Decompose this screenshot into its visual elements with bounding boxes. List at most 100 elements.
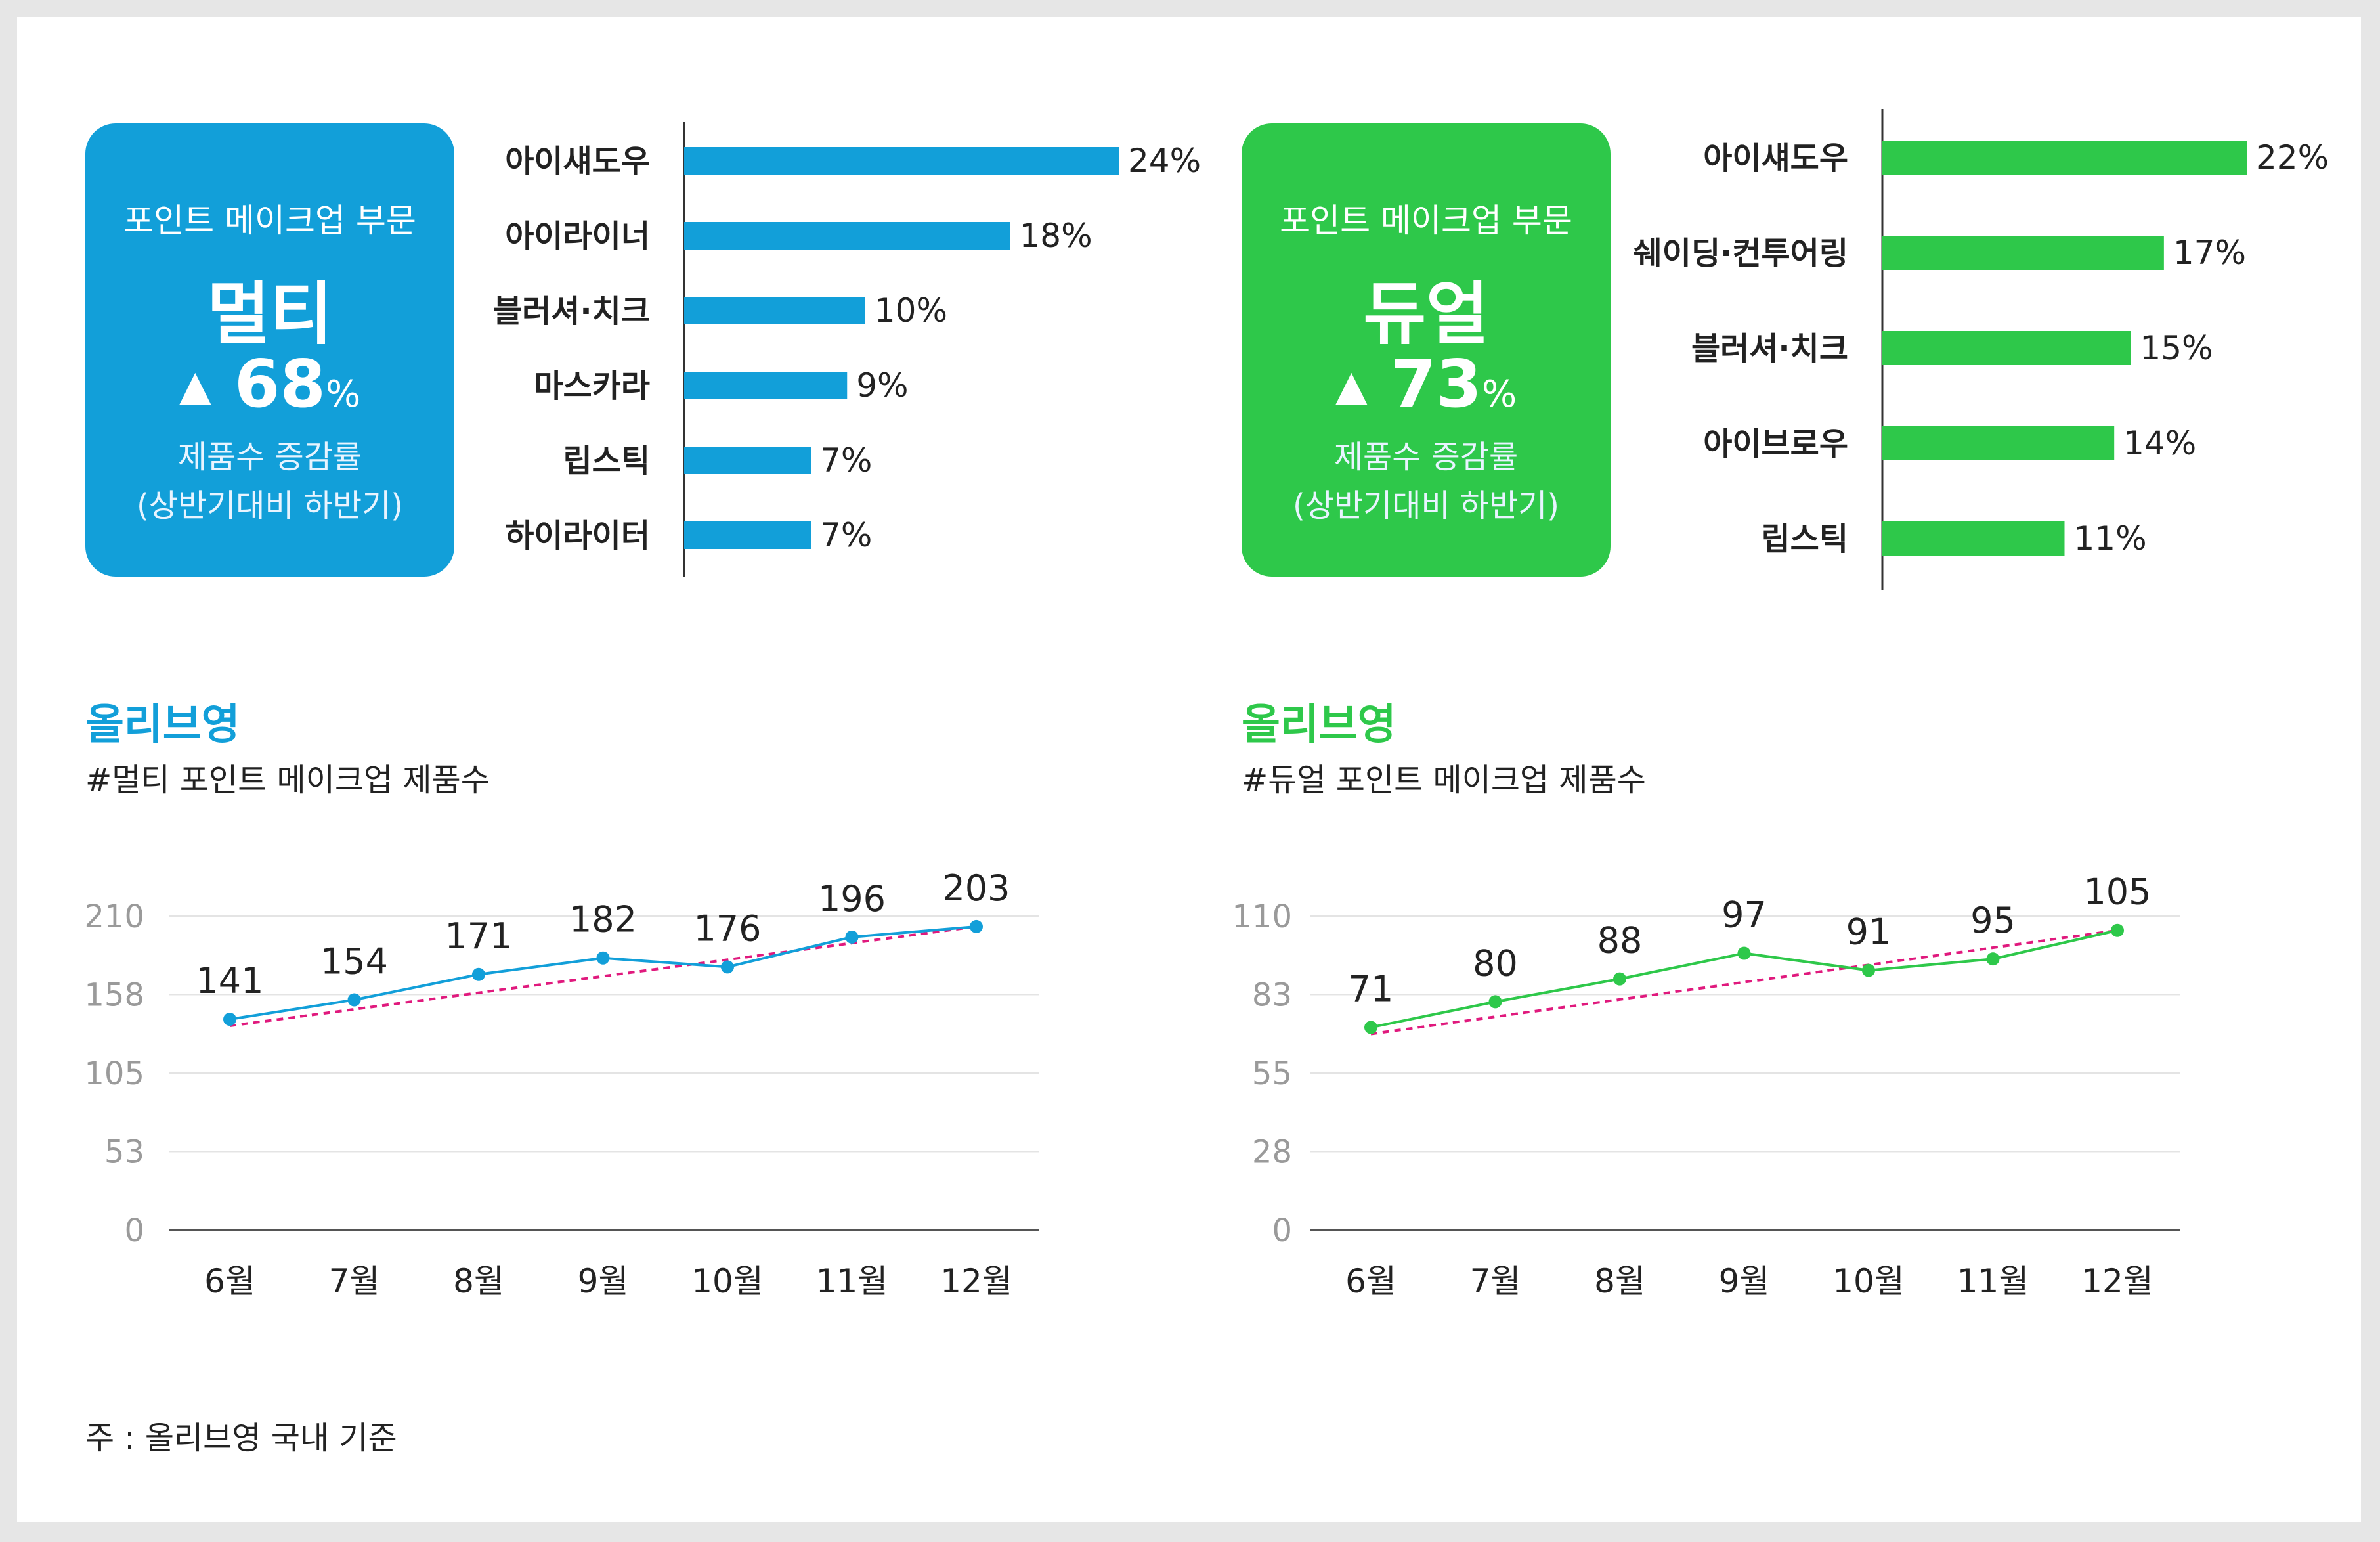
bar: [684, 521, 811, 549]
growth-value: 73: [1390, 345, 1482, 422]
growth-unit: %: [326, 373, 361, 416]
bar-category-label: 아이브로우: [1703, 426, 1848, 462]
data-point: [472, 967, 485, 981]
bar-value-label: 24%: [1128, 142, 1201, 180]
data-label: 71: [1349, 968, 1394, 1009]
data-point: [596, 951, 610, 965]
bar-value-label: 9%: [856, 366, 908, 405]
x-tick-label: 8월: [1594, 1262, 1645, 1300]
data-label: 95: [1970, 900, 2016, 941]
line-chart-subtitle-multi: #멀티 포인트 메이크업 제품수: [85, 762, 490, 799]
data-label: 91: [1846, 912, 1892, 953]
x-tick-label: 10월: [691, 1262, 764, 1300]
line-chart-subtitle-dual: #듀얼 포인트 메이크업 제품수: [1242, 762, 1646, 799]
callout-desc-period: (상반기대비 하반기): [137, 487, 403, 524]
bar: [684, 372, 848, 399]
data-point: [347, 993, 361, 1007]
y-tick-label: 83: [1252, 977, 1292, 1014]
data-label: 88: [1597, 920, 1643, 961]
x-tick-label: 6월: [1345, 1262, 1396, 1300]
x-tick-label: 9월: [1719, 1262, 1770, 1300]
bar-value-label: 10%: [875, 292, 947, 330]
bar-value-label: 7%: [820, 441, 872, 479]
growth-value: 68: [234, 345, 326, 422]
bar: [1882, 236, 2164, 270]
bar-category-label: 블러셔·치크: [493, 293, 650, 330]
footnote: 주 : 올리브영 국내 기준: [85, 1420, 397, 1457]
bar-value-label: 7%: [820, 516, 872, 554]
data-label: 141: [196, 960, 263, 1002]
data-point: [1737, 946, 1751, 960]
x-tick-label: 7월: [1470, 1262, 1521, 1300]
bar-value-label: 17%: [2173, 234, 2246, 272]
bar: [684, 447, 811, 474]
bar-value-label: 15%: [2140, 329, 2213, 367]
callout-category: 포인트 메이크업 부문: [123, 202, 416, 240]
up-triangle-icon: ▲: [1335, 362, 1368, 410]
y-tick-label: 53: [104, 1134, 144, 1171]
y-tick-label: 158: [84, 977, 144, 1014]
data-label: 182: [569, 899, 637, 940]
x-tick-label: 9월: [578, 1262, 629, 1300]
y-tick-label: 105: [84, 1055, 144, 1092]
bar-value-label: 14%: [2123, 424, 2196, 462]
data-point: [845, 930, 859, 944]
y-tick-label: 0: [1272, 1212, 1292, 1249]
callout-desc-period: (상반기대비 하반기): [1293, 487, 1559, 524]
y-tick-label: 110: [1232, 898, 1292, 935]
bar-category-label: 립스틱: [563, 443, 650, 479]
bar-category-label: 아이섀도우: [505, 143, 650, 180]
x-tick-label: 12월: [940, 1262, 1012, 1300]
bar-value-label: 18%: [1020, 217, 1093, 255]
bar-category-label: 아이섀도우: [1703, 140, 1848, 177]
callout-growth: ▲ 73%: [1242, 345, 1611, 422]
callout-growth: ▲ 68%: [85, 345, 454, 422]
y-tick-label: 55: [1252, 1055, 1292, 1092]
callout-desc: 제품수 증감률: [1333, 439, 1519, 475]
data-label: 171: [444, 915, 512, 957]
x-tick-label: 11월: [816, 1262, 888, 1300]
bar: [1882, 521, 2065, 556]
bar: [684, 147, 1119, 175]
x-tick-label: 11월: [1957, 1262, 2029, 1300]
x-tick-label: 10월: [1832, 1262, 1905, 1300]
data-point: [223, 1013, 236, 1026]
data-label: 80: [1473, 942, 1518, 984]
trend-line: [1370, 929, 2118, 1036]
bar-category-label: 마스카라: [534, 368, 650, 405]
callout-dual: 포인트 메이크업 부문 듀얼 ▲ 73% 제품수 증감률 (상반기대비 하반기): [1242, 123, 1611, 577]
bar-category-label: 블러셔·치크: [1691, 330, 1848, 367]
growth-unit: %: [1482, 373, 1517, 416]
bar: [684, 297, 865, 324]
data-point: [1488, 995, 1502, 1009]
bar-category-label: 하이라이터: [505, 518, 650, 554]
callout-multi: 포인트 메이크업 부문 멀티 ▲ 68% 제품수 증감률 (상반기대비 하반기): [85, 123, 454, 577]
x-tick-label: 12월: [2081, 1262, 2153, 1300]
data-label: 154: [320, 940, 388, 982]
line-chart-brand-dual: 올리브영: [1242, 701, 1396, 749]
x-tick-label: 8월: [453, 1262, 504, 1300]
data-label: 105: [2083, 871, 2151, 913]
data-point: [1364, 1021, 1377, 1034]
bar: [684, 222, 1010, 250]
callout-main-label: 듀얼: [1363, 274, 1489, 354]
callout-desc: 제품수 증감률: [177, 439, 362, 475]
line-chart-brand-multi: 올리브영: [85, 701, 240, 749]
bar-category-label: 쉐이딩·컨투어링: [1634, 235, 1848, 272]
callout-main-label: 멀티: [207, 274, 333, 354]
bar: [1882, 141, 2247, 175]
x-tick-label: 6월: [204, 1262, 255, 1300]
data-label: 203: [942, 868, 1010, 909]
up-triangle-icon: ▲: [179, 362, 211, 410]
bar: [1882, 331, 2131, 365]
data-point: [1862, 963, 1875, 977]
data-point: [970, 919, 983, 933]
x-tick-label: 7월: [329, 1262, 380, 1300]
callout-category: 포인트 메이크업 부문: [1280, 202, 1572, 240]
data-point: [2111, 923, 2124, 937]
data-point: [1613, 972, 1626, 986]
data-point: [721, 960, 734, 974]
y-tick-label: 28: [1252, 1134, 1292, 1171]
bar-category-label: 아이라이너: [505, 218, 650, 255]
